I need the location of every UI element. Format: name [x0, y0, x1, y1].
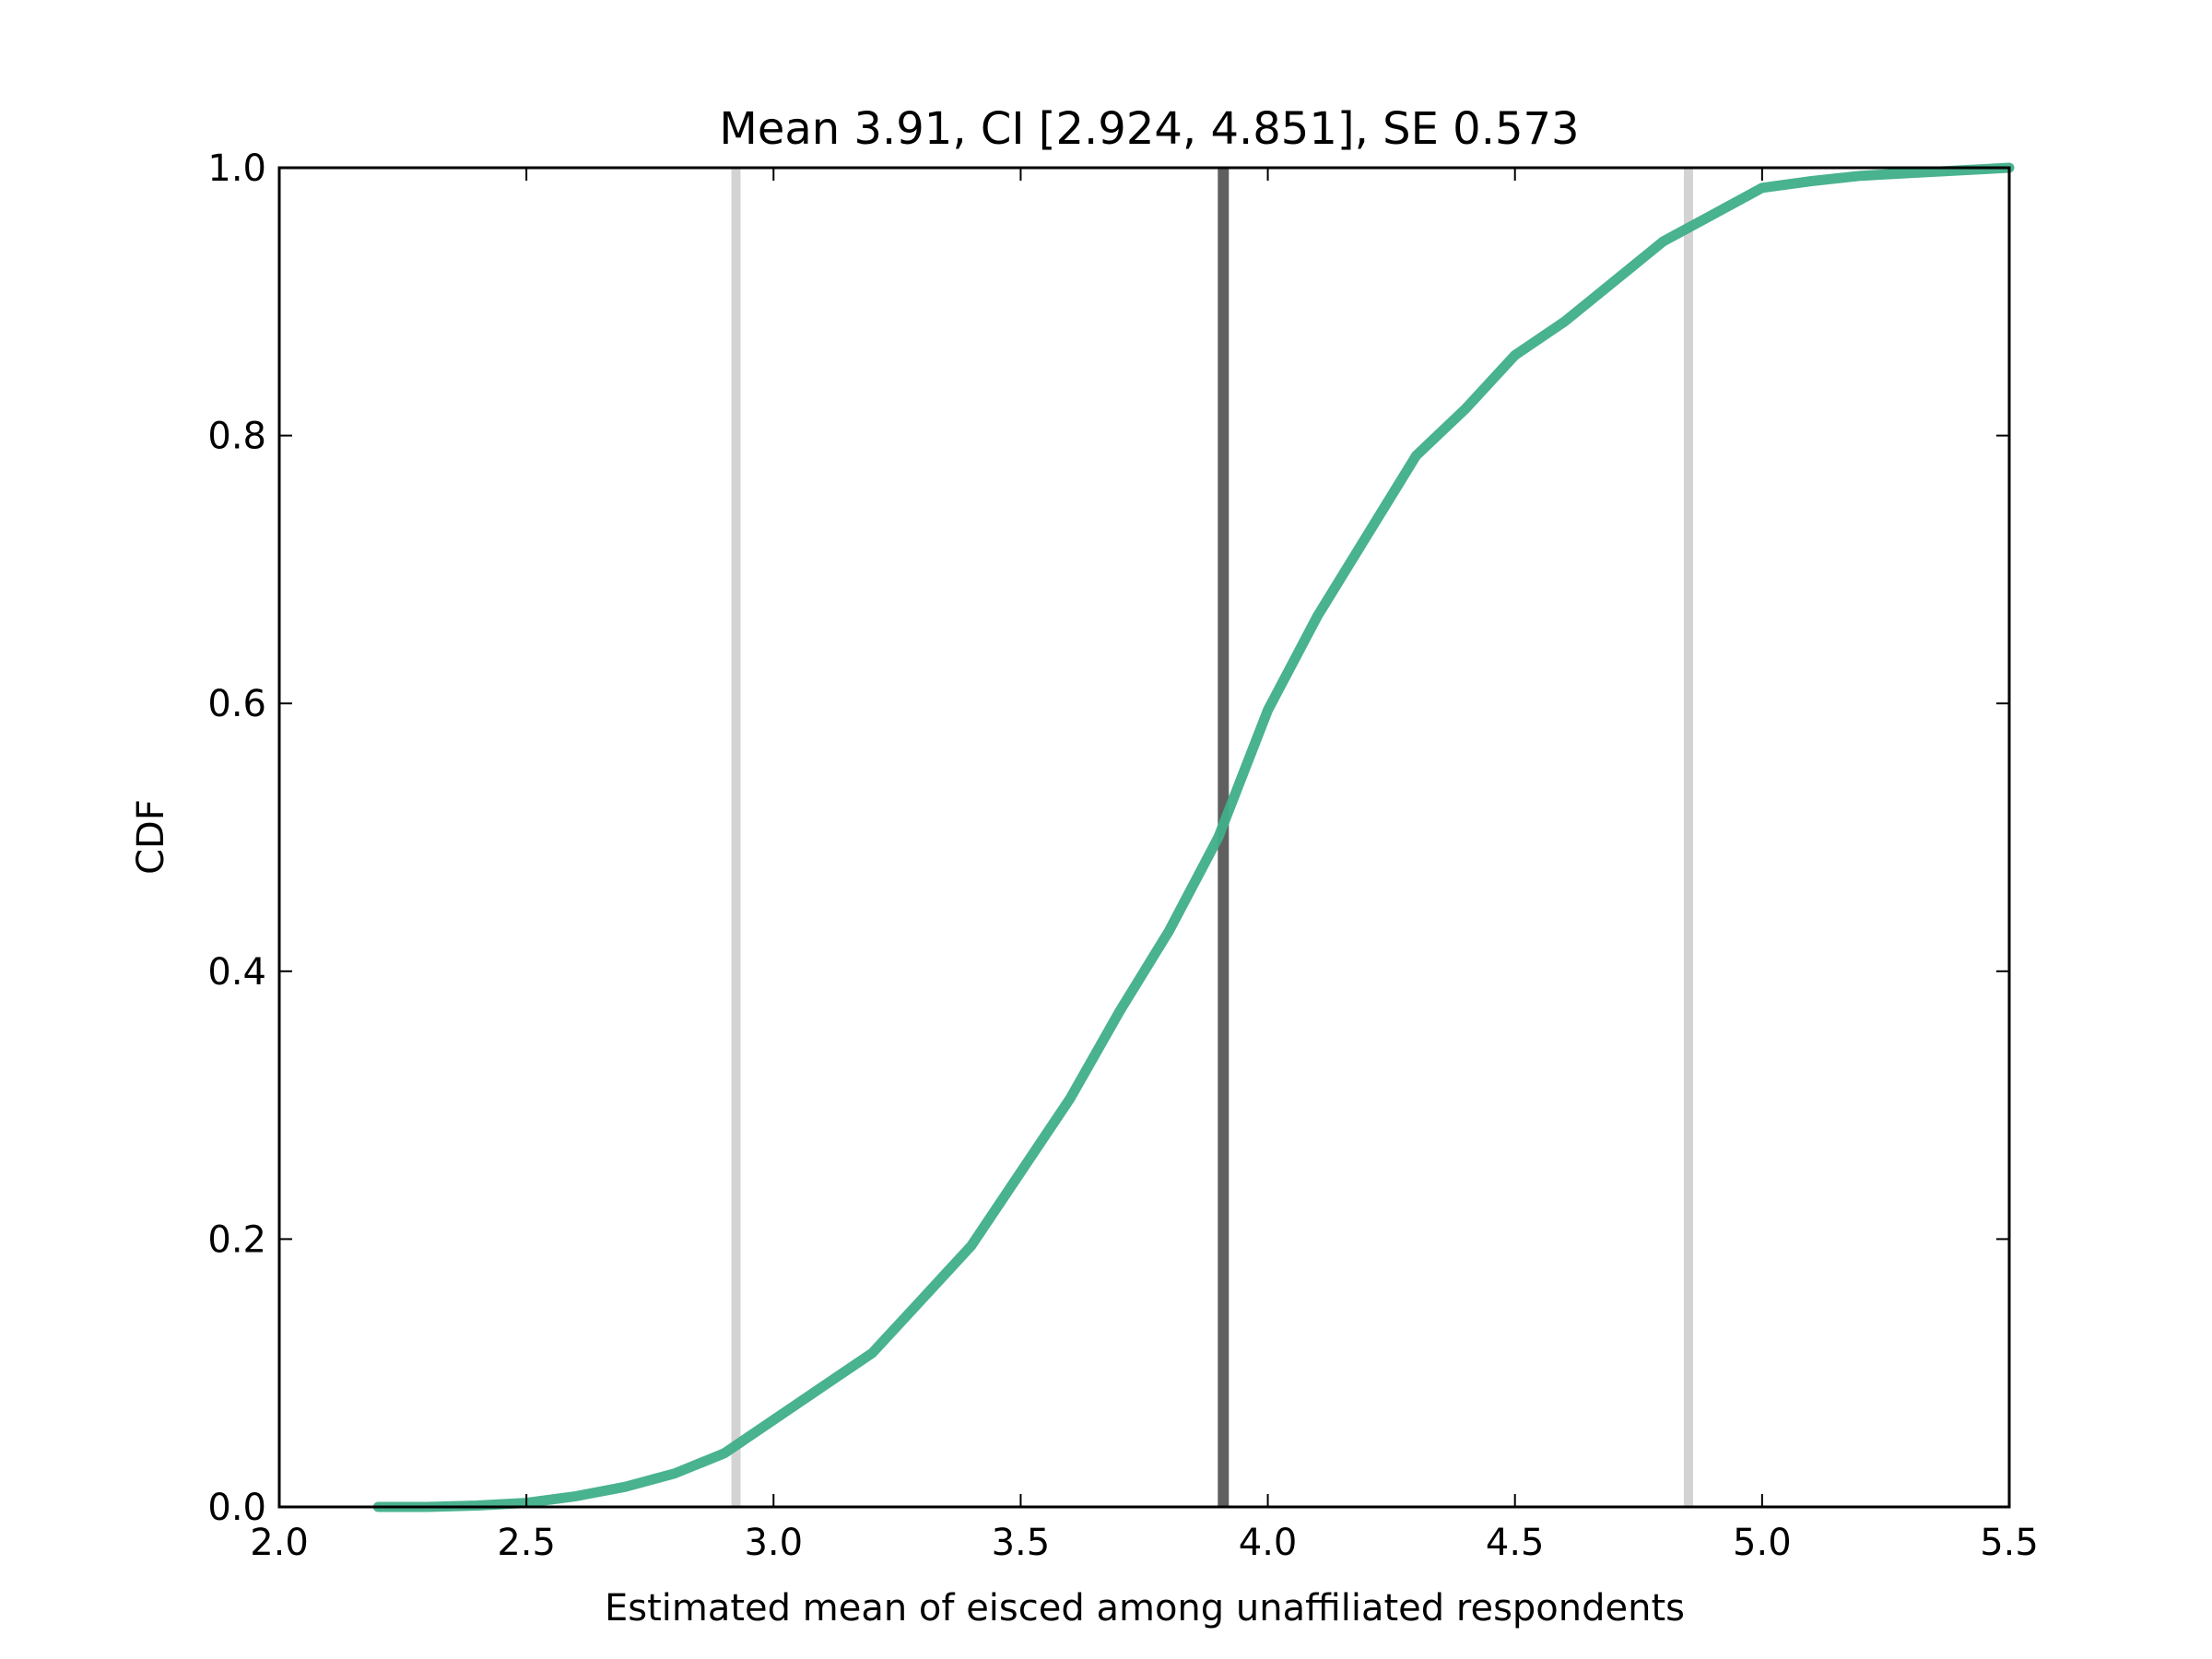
x-tick-label: 4.0 — [1239, 1522, 1298, 1564]
y-tick-label: 0.4 — [207, 951, 266, 994]
y-tick-label: 0.2 — [207, 1218, 266, 1261]
x-axis-ticks: 2.0 2.5 3.0 3.5 4.0 4.5 5.0 5.5 — [250, 168, 2039, 1564]
y-tick-label: 1.0 — [207, 147, 266, 190]
series-layer — [372, 162, 2015, 1512]
y-axis-ticks: 0.0 0.2 0.4 0.6 0.8 1.0 — [207, 147, 2009, 1529]
x-tick-label: 5.0 — [1733, 1522, 1792, 1564]
x-tick-label: 4.5 — [1486, 1522, 1545, 1564]
y-axis-title: CDF — [130, 799, 172, 875]
plot-area: 2.0 2.5 3.0 3.5 4.0 4.5 5.0 5.5 0.0 0.2 0.4 0.6 0.8… — [207, 147, 2038, 1564]
x-tick-label: 3.5 — [992, 1522, 1051, 1564]
chart-title: Mean 3.91, CI [2.924, 4.851], SE 0.573 — [719, 103, 1579, 155]
y-tick-label: 0.6 — [207, 683, 266, 725]
x-tick-label: 2.5 — [497, 1522, 556, 1564]
x-tick-label: 3.0 — [744, 1522, 803, 1564]
x-axis-title: Estimated mean of eisced among unaffilia… — [605, 1587, 1685, 1630]
cdf-series-line — [372, 162, 2015, 1512]
axes-frame — [277, 166, 2011, 1509]
y-tick-label: 0.8 — [207, 416, 266, 458]
y-tick-label: 0.0 — [207, 1487, 266, 1529]
x-tick-label: 5.5 — [1980, 1522, 2039, 1564]
x-tick-label: 2.0 — [250, 1522, 309, 1564]
